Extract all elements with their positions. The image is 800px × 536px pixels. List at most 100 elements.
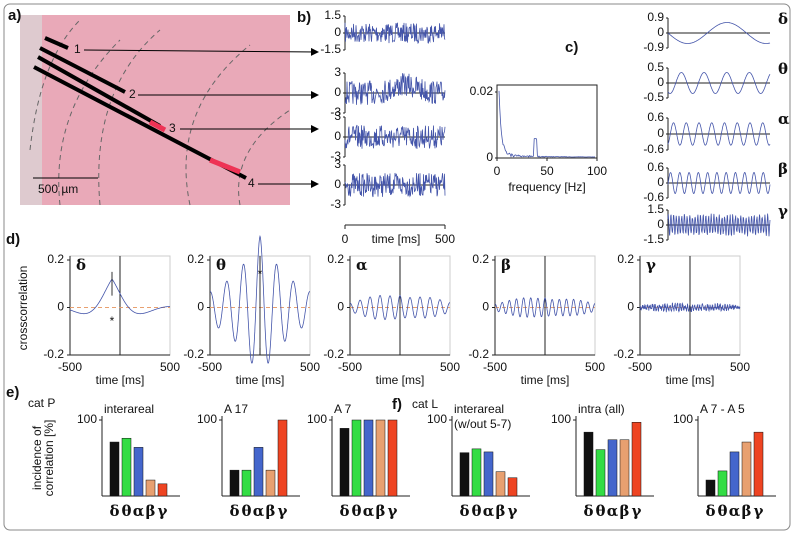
bar bbox=[741, 441, 752, 497]
electrode-label: 4 bbox=[248, 176, 255, 190]
cat-label: cat L bbox=[412, 397, 438, 411]
y-tick-label: -1.5 bbox=[643, 232, 664, 246]
chart-title: interareal bbox=[104, 402, 154, 416]
crosscorrelation bbox=[495, 297, 596, 318]
bar bbox=[339, 428, 350, 497]
x-tick-label: γ bbox=[278, 502, 288, 520]
bar bbox=[121, 437, 132, 497]
bar bbox=[507, 477, 518, 497]
trace bbox=[667, 171, 771, 195]
y-tick-label: 100 bbox=[551, 412, 571, 426]
y-tick-label: 0.02 bbox=[470, 84, 494, 98]
y-tick-label: 100 bbox=[77, 412, 97, 426]
x-tick-label: δ bbox=[229, 502, 239, 520]
y-tick-label: 0.9 bbox=[647, 10, 664, 24]
y-tick-label: 100 bbox=[427, 412, 447, 426]
x-tick-label: 500 bbox=[300, 360, 320, 374]
arrows bbox=[83, 47, 319, 188]
chart-title: A 7 - A 5 bbox=[700, 402, 745, 416]
electrode-label: 1 bbox=[74, 42, 81, 56]
x-axis-label: time [ms] bbox=[376, 373, 425, 387]
y-tick-label: 0.2 bbox=[327, 252, 344, 266]
y-tick-label: 100 bbox=[307, 412, 327, 426]
x-axis-label: time [ms] bbox=[236, 373, 285, 387]
x-tick-label: 500 bbox=[435, 232, 455, 246]
x-tick-label: θ bbox=[595, 502, 605, 520]
x-tick-label: β bbox=[496, 502, 506, 520]
bar bbox=[471, 448, 482, 497]
y-tick-label: 0 bbox=[337, 300, 344, 314]
panel-label: a) bbox=[8, 7, 21, 24]
spectrum-box bbox=[496, 84, 598, 159]
x-tick-label: 100 bbox=[587, 164, 607, 178]
x-tick-label: -500 bbox=[338, 360, 362, 374]
bar bbox=[631, 422, 642, 497]
x-tick-label: β bbox=[376, 502, 386, 520]
band-label: θ bbox=[778, 60, 788, 78]
y-tick-label: 0 bbox=[657, 217, 664, 231]
y-tick-label: 0 bbox=[657, 75, 664, 89]
trace bbox=[344, 22, 446, 45]
bar bbox=[583, 431, 594, 497]
band-label: δ bbox=[76, 256, 86, 274]
x-tick-label: α bbox=[253, 502, 265, 520]
bar bbox=[157, 483, 168, 497]
x-tick-label: δ bbox=[109, 502, 119, 520]
chart-title: intra (all) bbox=[578, 402, 625, 416]
y-tick-label: 3 bbox=[334, 65, 341, 79]
x-tick-label: δ bbox=[583, 502, 593, 520]
y-tick-label: -0.2 bbox=[468, 347, 489, 361]
bar bbox=[109, 441, 120, 497]
x-tick-label: δ bbox=[705, 502, 715, 520]
bar bbox=[595, 449, 606, 497]
chart-title: interareal bbox=[454, 402, 504, 416]
panel-label: b) bbox=[297, 9, 311, 26]
lesion bbox=[209, 157, 241, 175]
x-tick-label: θ bbox=[717, 502, 727, 520]
crosscorrelation bbox=[69, 278, 170, 315]
x-tick-label: δ bbox=[339, 502, 349, 520]
x-tick-label: β bbox=[742, 502, 752, 520]
layer-contours bbox=[29, 19, 291, 206]
x-tick-label: γ bbox=[508, 502, 518, 520]
electrode-label: 3 bbox=[169, 121, 176, 135]
y-tick-label: 0 bbox=[334, 129, 341, 143]
y-tick-label: 0 bbox=[334, 25, 341, 39]
x-tick-label: 500 bbox=[160, 360, 180, 374]
y-tick-label: -0.2 bbox=[183, 347, 204, 361]
band-label: δ bbox=[778, 10, 788, 28]
cat-label: cat P bbox=[28, 396, 55, 410]
x-tick-label: -500 bbox=[628, 360, 652, 374]
x-axis-label: time [ms] bbox=[96, 373, 145, 387]
y-axis-label: correlation [%] bbox=[42, 420, 56, 497]
y-tick-label: 0.2 bbox=[187, 252, 204, 266]
bar bbox=[351, 419, 362, 497]
x-tick-label: γ bbox=[754, 502, 764, 520]
x-tick-label: γ bbox=[388, 502, 398, 520]
y-tick-label: 1.5 bbox=[647, 202, 664, 216]
y-tick-label: 0.5 bbox=[647, 60, 664, 74]
trace bbox=[344, 124, 446, 149]
x-tick-label: α bbox=[607, 502, 619, 520]
y-tick-label: 0 bbox=[197, 300, 204, 314]
y-tick-label: 0 bbox=[486, 150, 493, 164]
x-tick-label: 500 bbox=[585, 360, 605, 374]
y-tick-label: 0 bbox=[657, 25, 664, 39]
y-tick-label: -3 bbox=[330, 149, 341, 163]
y-tick-label: -0.2 bbox=[43, 347, 64, 361]
x-axis-label: time [ms] bbox=[372, 232, 421, 246]
x-tick-label: θ bbox=[241, 502, 251, 520]
x-tick-label: 50 bbox=[540, 164, 554, 178]
y-tick-label: 0.2 bbox=[617, 252, 634, 266]
trace bbox=[344, 172, 446, 198]
trace bbox=[667, 22, 771, 44]
band-label: θ bbox=[216, 256, 226, 274]
y-tick-label: 0 bbox=[657, 175, 664, 189]
x-tick-label: δ bbox=[459, 502, 469, 520]
y-tick-label: 0 bbox=[627, 300, 634, 314]
band-label: β bbox=[501, 256, 511, 274]
bar bbox=[241, 469, 252, 497]
x-tick-label: -500 bbox=[58, 360, 82, 374]
x-tick-label: 500 bbox=[730, 360, 750, 374]
